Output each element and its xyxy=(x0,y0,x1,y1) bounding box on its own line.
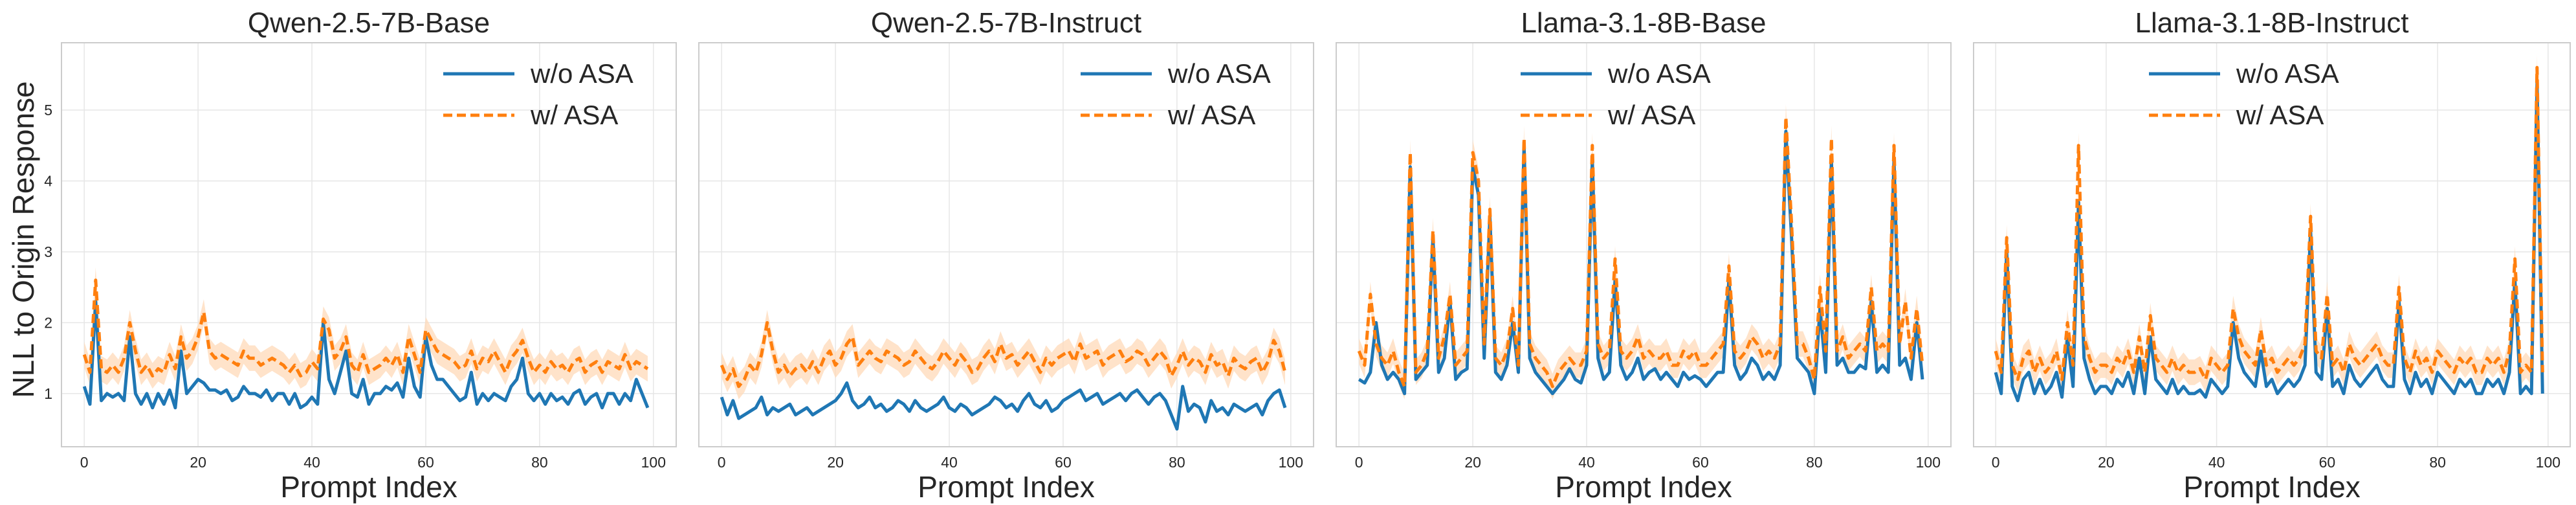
plot-frame xyxy=(61,42,677,447)
x-tick-label: 60 xyxy=(1055,454,1072,471)
panel-title: Qwen-2.5-7B-Base xyxy=(248,7,490,39)
x-tick-label: 80 xyxy=(531,454,548,471)
x-tick-label: 60 xyxy=(1692,454,1709,471)
series-line-wo-asa xyxy=(720,381,1287,431)
x-axis-label: Prompt Index xyxy=(918,470,1095,504)
x-axis-label: Prompt Index xyxy=(1555,470,1732,504)
series-line-wo-asa xyxy=(82,300,650,410)
x-axis-label: Prompt Index xyxy=(280,470,457,504)
legend-label-wo-asa: w/o ASA xyxy=(2236,58,2339,89)
x-tick-label: 20 xyxy=(827,454,844,471)
x-tick-label: 80 xyxy=(1169,454,1185,471)
panel-1: Qwen-2.5-7B-Base 0 20 40 60 80 100 1 2 3 4 5 Prompt … xyxy=(44,7,677,504)
x-tick-label: 100 xyxy=(1279,454,1303,471)
x-tick-label: 0 xyxy=(1355,454,1363,471)
y-tick-label: 1 xyxy=(44,385,52,402)
asa-confidence-band xyxy=(721,309,1285,399)
panel-3: Llama-3.1-8B-Base 0 20 40 60 80 100 Prompt Inde… xyxy=(1336,7,1952,504)
x-tick-label: 0 xyxy=(1992,454,2000,471)
panel-4: Llama-3.1-8B-Instruct 0 20 40 60 80 100 Prompt … xyxy=(1973,7,2571,504)
x-tick-label: 60 xyxy=(2319,454,2336,471)
x-tick-label: 40 xyxy=(1578,454,1595,471)
legend-label-wo-asa: w/o ASA xyxy=(1607,58,1711,89)
x-tick-label: 40 xyxy=(941,454,958,471)
legend-label-wo-asa: w/o ASA xyxy=(1167,58,1271,89)
y-axis-label: NLL to Origin Response xyxy=(6,81,40,398)
plot-frame xyxy=(1973,42,2571,447)
x-axis-label: Prompt Index xyxy=(2183,470,2361,504)
x-tick-label: 20 xyxy=(190,454,206,471)
series-line-w-asa xyxy=(1357,115,1924,388)
y-tick-label: 3 xyxy=(44,243,52,260)
x-tick-label: 80 xyxy=(2429,454,2446,471)
x-tick-label: 100 xyxy=(641,454,666,471)
x-tick-label: 40 xyxy=(303,454,320,471)
series-line-wo-asa xyxy=(1994,80,2544,403)
legend-label-w-asa: w/ ASA xyxy=(1167,100,1255,130)
plot-frame xyxy=(1336,42,1952,447)
legend-label-w-asa: w/ ASA xyxy=(530,100,618,130)
x-tick-label: 100 xyxy=(2536,454,2560,471)
series-line-w-asa xyxy=(720,320,1287,388)
x-tick-label: 80 xyxy=(1806,454,1823,471)
series-line-w-asa xyxy=(82,278,649,377)
x-tick-label: 40 xyxy=(2208,454,2225,471)
y-tick-label: 4 xyxy=(44,172,52,189)
x-tick-label: 0 xyxy=(80,454,89,471)
panel-title: Llama-3.1-8B-Base xyxy=(1521,7,1766,39)
x-tick-label: 0 xyxy=(718,454,726,471)
legend-label-w-asa: w/ ASA xyxy=(2236,100,2324,130)
x-tick-label: 60 xyxy=(417,454,434,471)
series-line-w-asa xyxy=(1994,65,2544,381)
panel-2: Qwen-2.5-7B-Instruct 0 20 40 60 80 100 Prompt I… xyxy=(698,7,1314,504)
legend-label-w-asa: w/ ASA xyxy=(1607,100,1695,130)
y-tick-label: 2 xyxy=(44,314,52,331)
x-tick-label: 20 xyxy=(1464,454,1481,471)
y-tick-label: 5 xyxy=(44,102,52,118)
x-tick-label: 20 xyxy=(2098,454,2115,471)
x-tick-label: 100 xyxy=(1916,454,1941,471)
legend-label-wo-asa: w/o ASA xyxy=(530,58,633,89)
asa-confidence-band xyxy=(1359,104,1922,399)
panel-title: Llama-3.1-8B-Instruct xyxy=(2135,7,2408,39)
panel-title: Qwen-2.5-7B-Instruct xyxy=(871,7,1141,39)
plot-frame xyxy=(698,42,1314,447)
